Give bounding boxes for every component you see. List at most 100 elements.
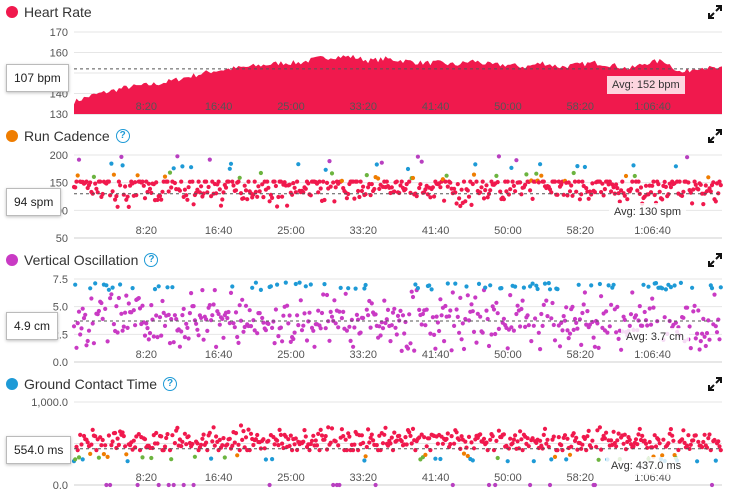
help-icon[interactable]: ? [163, 377, 178, 391]
data-point [88, 451, 93, 456]
data-point [702, 334, 707, 339]
data-point [125, 459, 130, 464]
data-point [207, 303, 212, 308]
data-point [283, 434, 288, 439]
x-tick-label: 25:00 [277, 101, 305, 113]
data-point [353, 286, 358, 291]
data-point [640, 323, 645, 328]
data-point [368, 325, 373, 330]
data-point [267, 482, 272, 488]
data-point [673, 164, 679, 169]
data-point [389, 185, 394, 190]
data-point [131, 438, 136, 443]
data-point [579, 342, 584, 347]
data-point [625, 197, 630, 202]
data-point [637, 426, 642, 432]
data-point [101, 452, 106, 457]
data-point [172, 313, 177, 318]
data-point [119, 154, 124, 159]
data-point [575, 326, 580, 331]
data-point [169, 185, 174, 190]
data-point [115, 330, 120, 335]
data-point [276, 334, 281, 339]
data-point [341, 434, 346, 439]
data-point [592, 190, 598, 195]
data-point [713, 324, 718, 329]
data-point [174, 317, 179, 322]
data-point [240, 437, 245, 442]
data-point [144, 321, 149, 326]
data-point [311, 328, 316, 333]
data-point [93, 281, 98, 286]
data-point [141, 183, 146, 188]
average-label: Avg: 152 bpm [607, 76, 685, 94]
data-point [459, 337, 464, 342]
data-point [433, 456, 438, 461]
data-point [704, 331, 710, 336]
average-label: Avg: 437.0 ms [606, 457, 687, 475]
data-point [565, 436, 570, 441]
data-point [233, 310, 239, 315]
data-point [407, 312, 412, 317]
data-point [413, 282, 418, 287]
help-icon[interactable]: ? [144, 253, 159, 267]
data-point [564, 305, 569, 310]
data-point [551, 322, 556, 328]
data-point [691, 309, 696, 314]
data-point [303, 186, 308, 191]
data-point [296, 162, 301, 167]
data-point [691, 187, 696, 192]
data-point [422, 435, 427, 440]
data-point [419, 432, 424, 437]
data-point [414, 194, 419, 199]
expand-icon[interactable] [708, 253, 722, 267]
data-point [113, 430, 118, 436]
data-point [118, 183, 123, 188]
data-point [154, 313, 159, 318]
data-point [256, 184, 261, 189]
data-point [288, 339, 293, 344]
data-point [377, 433, 382, 438]
expand-icon[interactable] [708, 377, 722, 391]
data-point [172, 441, 177, 446]
expand-icon[interactable] [708, 129, 722, 143]
data-point [227, 436, 232, 441]
data-point [470, 309, 475, 314]
data-point [623, 173, 629, 179]
data-point [687, 446, 692, 451]
data-point [232, 325, 237, 330]
data-point [405, 346, 411, 351]
data-point [534, 171, 539, 176]
data-point [513, 433, 518, 438]
data-point [681, 315, 686, 320]
data-point [301, 439, 306, 444]
data-point [581, 302, 586, 307]
data-point [212, 443, 217, 448]
x-tick-label: 41:40 [422, 472, 450, 484]
data-point [210, 313, 215, 318]
data-point [701, 316, 706, 321]
data-point [542, 281, 548, 286]
data-point [286, 437, 291, 442]
x-tick-label: 33:20 [350, 349, 378, 361]
heart-rate-panel: Heart Rate 1701601501401308:2016:4025:00… [0, 0, 732, 124]
expand-icon[interactable] [708, 5, 722, 19]
data-point [273, 183, 278, 189]
data-point [314, 443, 320, 448]
data-point [118, 282, 123, 287]
data-point [225, 442, 230, 447]
help-icon[interactable]: ? [115, 129, 130, 143]
data-point [339, 427, 344, 432]
data-point [539, 173, 544, 178]
data-point [319, 310, 325, 316]
data-point [499, 286, 504, 291]
data-point [509, 165, 514, 170]
x-tick-label: 33:20 [350, 472, 378, 484]
data-point [443, 303, 448, 309]
data-point [352, 442, 357, 447]
data-point [338, 285, 343, 290]
data-point [343, 291, 348, 296]
data-point [100, 316, 105, 321]
data-point [457, 330, 462, 335]
data-point [214, 434, 219, 439]
